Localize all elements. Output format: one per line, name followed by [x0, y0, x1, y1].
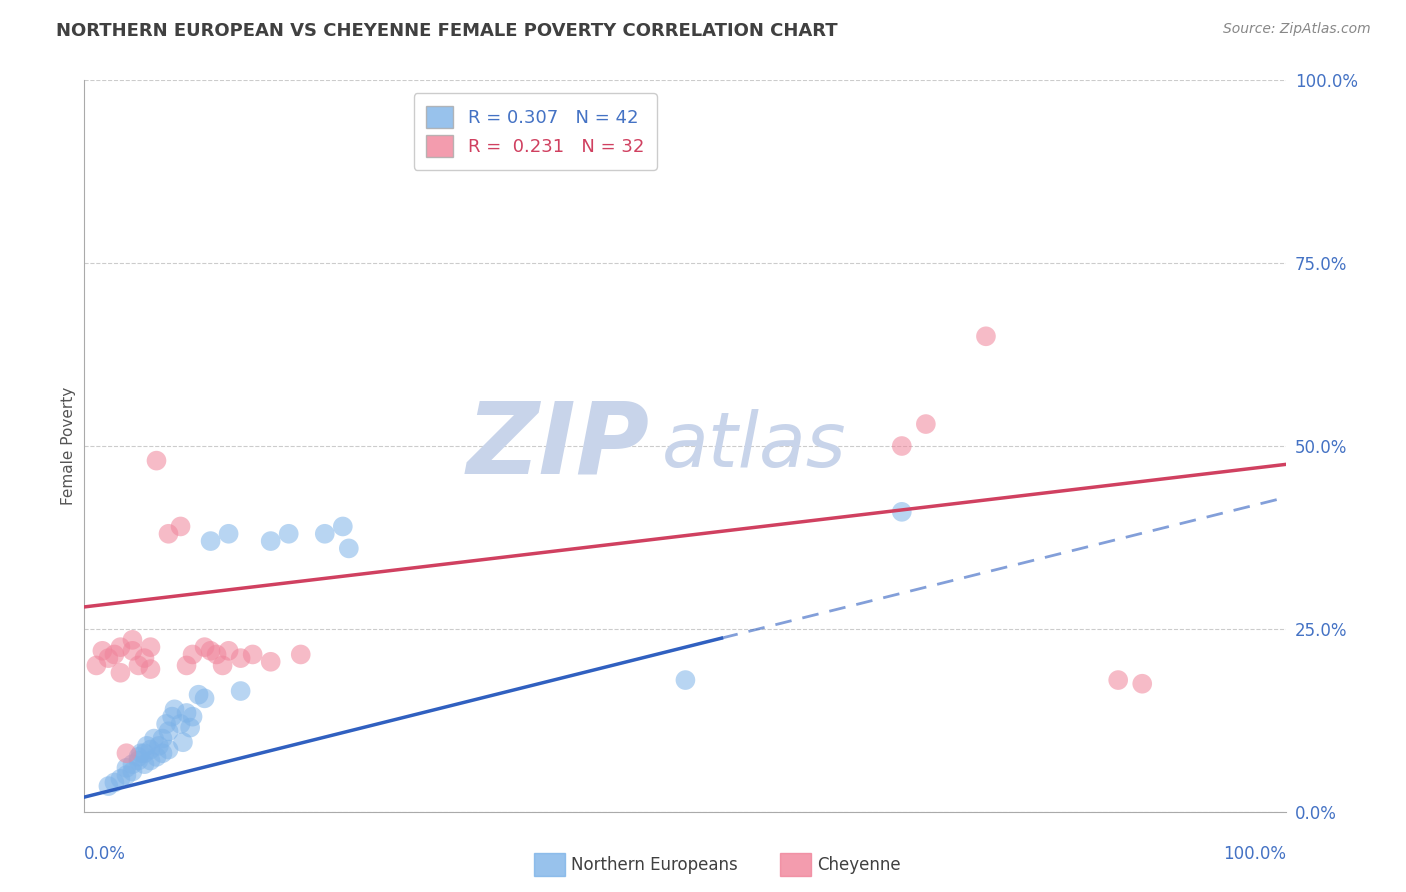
Point — [194, 640, 217, 655]
Point — [152, 746, 174, 760]
Point — [675, 673, 697, 687]
Point — [890, 505, 912, 519]
Point — [194, 691, 217, 706]
Point — [115, 761, 138, 775]
Point — [134, 746, 156, 760]
Point — [169, 519, 191, 533]
Point — [181, 648, 204, 662]
Point — [242, 648, 264, 662]
Point — [260, 534, 283, 549]
Point — [115, 768, 138, 782]
Point — [157, 742, 180, 756]
Point — [86, 658, 108, 673]
Point — [163, 702, 186, 716]
Point — [91, 644, 114, 658]
Point — [890, 439, 912, 453]
Point — [139, 662, 162, 676]
Point — [145, 453, 167, 467]
Point — [260, 655, 283, 669]
Point — [134, 757, 156, 772]
Point — [1107, 673, 1129, 687]
Point — [187, 688, 209, 702]
Point — [115, 746, 138, 760]
Point — [127, 754, 149, 768]
Point — [135, 739, 157, 753]
Point — [157, 724, 180, 739]
Point — [148, 739, 170, 753]
Point — [121, 632, 143, 647]
Point — [139, 754, 162, 768]
Point — [129, 746, 152, 760]
Point — [218, 644, 240, 658]
Point — [121, 644, 143, 658]
Point — [200, 534, 222, 549]
Point — [103, 775, 125, 789]
Point — [229, 684, 252, 698]
Point — [110, 640, 132, 655]
Point — [110, 665, 132, 680]
Point — [134, 651, 156, 665]
Point — [97, 651, 120, 665]
Point — [169, 717, 191, 731]
Text: ZIP: ZIP — [467, 398, 650, 494]
Point — [97, 779, 120, 793]
Point — [179, 721, 201, 735]
Point — [121, 764, 143, 779]
Point — [176, 658, 198, 673]
Point — [127, 658, 149, 673]
Text: Source: ZipAtlas.com: Source: ZipAtlas.com — [1223, 22, 1371, 37]
Point — [181, 709, 204, 723]
Y-axis label: Female Poverty: Female Poverty — [60, 387, 76, 505]
Text: 100.0%: 100.0% — [1223, 845, 1286, 863]
Point — [332, 519, 354, 533]
Point — [205, 648, 228, 662]
Text: atlas: atlas — [661, 409, 846, 483]
Text: Northern Europeans: Northern Europeans — [571, 856, 738, 874]
Text: Cheyenne: Cheyenne — [817, 856, 900, 874]
Point — [127, 749, 149, 764]
Point — [915, 417, 938, 431]
Point — [155, 717, 177, 731]
Point — [139, 640, 162, 655]
Point — [143, 731, 166, 746]
Point — [139, 742, 162, 756]
Point — [145, 749, 167, 764]
Point — [157, 526, 180, 541]
Text: NORTHERN EUROPEAN VS CHEYENNE FEMALE POVERTY CORRELATION CHART: NORTHERN EUROPEAN VS CHEYENNE FEMALE POV… — [56, 22, 838, 40]
Point — [110, 772, 132, 786]
Point — [200, 644, 222, 658]
Text: 0.0%: 0.0% — [84, 845, 127, 863]
Point — [314, 526, 336, 541]
Point — [121, 757, 143, 772]
Point — [152, 731, 174, 746]
Point — [337, 541, 360, 556]
Point — [103, 648, 125, 662]
Legend: R = 0.307   N = 42, R =  0.231   N = 32: R = 0.307 N = 42, R = 0.231 N = 32 — [413, 93, 657, 169]
Point — [176, 706, 198, 720]
Point — [974, 329, 997, 343]
Point — [160, 709, 183, 723]
Point — [277, 526, 299, 541]
Point — [290, 648, 312, 662]
Point — [211, 658, 233, 673]
Point — [218, 526, 240, 541]
Point — [229, 651, 252, 665]
Point — [172, 735, 194, 749]
Point — [1130, 676, 1153, 690]
